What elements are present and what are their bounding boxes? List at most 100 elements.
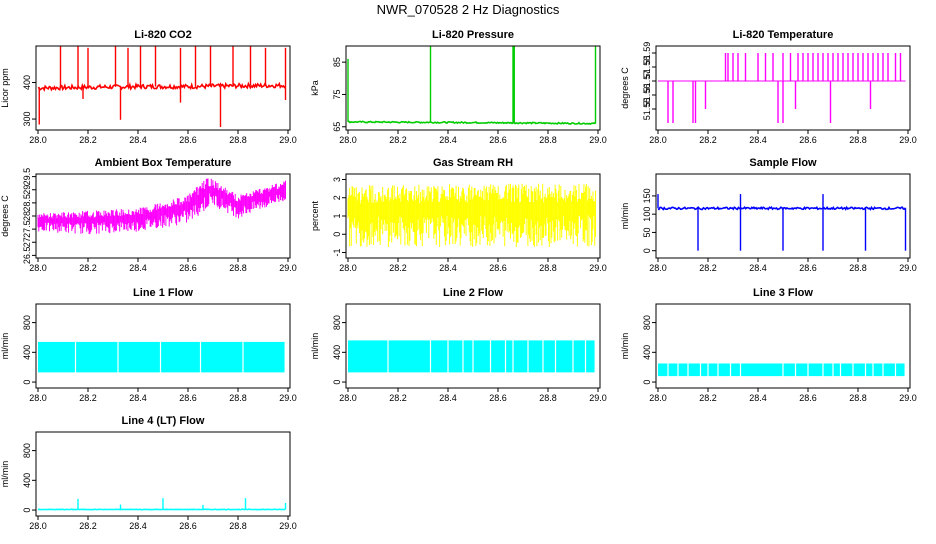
x-tick-label: 28.2 xyxy=(389,393,407,403)
panel-line2-flow: Line 2 Flow ml/min 28.0 28.2 28.4 28.6 28.8 29.… xyxy=(310,287,607,403)
y-tick-label: 65 xyxy=(332,122,342,132)
panel-ambient-box-temperature: Ambient Box Temperature degrees C 28.0 28.2… xyxy=(0,157,297,273)
x-tick-label: 29.0 xyxy=(589,135,607,145)
x-tick-label: 28.6 xyxy=(179,263,197,273)
x-tick-label: 28.8 xyxy=(849,263,867,273)
y-axis-label: percent xyxy=(310,200,320,231)
x-tick-label: 28.6 xyxy=(799,263,817,273)
panel-gas-stream-rh: Gas Stream RH percent 28.0 28.2 28.4 28.6 28.8… xyxy=(310,157,607,273)
y-tick-label: 27 xyxy=(22,237,32,247)
x-tick-label: 29.0 xyxy=(899,263,917,273)
panel-title: Li-820 Pressure xyxy=(432,29,514,41)
panel-title: Sample Flow xyxy=(749,157,817,169)
x-tick-label: 28.0 xyxy=(339,135,357,145)
data-series xyxy=(37,178,286,235)
figure-title: NWR_070528 2 Hz Diagnostics xyxy=(376,2,560,17)
y-axis-label: ml/min xyxy=(620,203,630,230)
panel-line4-flow: Line 4 (LT) Flow ml/min 28.0 28.2 28.4 28.6 28… xyxy=(0,415,297,531)
panel-title: Line 2 Flow xyxy=(443,287,503,299)
x-tick-label: 28.0 xyxy=(339,263,357,273)
y-tick-label: 0 xyxy=(642,380,652,385)
panel-title: Line 1 Flow xyxy=(133,287,193,299)
data-series xyxy=(37,498,287,511)
y-tick-label: 2 xyxy=(332,195,342,200)
x-tick-label: 28.4 xyxy=(749,135,767,145)
x-tick-label: 28.4 xyxy=(749,393,767,403)
y-tick-label: 1 xyxy=(332,213,342,218)
data-series xyxy=(657,194,907,251)
panel-li820-co2: Li-820 CO2 Licor ppm 28.0 28.2 28.4 28.6 28.8 2… xyxy=(0,29,297,145)
y-tick-label: 29.5 xyxy=(22,168,32,186)
data-series xyxy=(38,340,285,374)
series-line xyxy=(37,81,286,92)
plot-frame xyxy=(655,173,911,259)
y-tick-label: 85 xyxy=(332,57,342,67)
y-tick-label: 51.56 xyxy=(642,84,652,107)
x-tick-label: 28.2 xyxy=(699,263,717,273)
panel-title: Line 3 Flow xyxy=(753,287,813,299)
panel-sample-flow: Sample Flow ml/min 28.0 28.2 28.4 28.6 28.8 29.… xyxy=(620,157,917,273)
series-line xyxy=(347,120,597,126)
x-tick-label: 28.8 xyxy=(849,135,867,145)
panel-title: Ambient Box Temperature xyxy=(95,157,232,169)
series-line xyxy=(657,205,907,211)
x-tick-label: 28.0 xyxy=(649,393,667,403)
y-tick-label: 800 xyxy=(642,315,652,330)
x-tick-label: 28.2 xyxy=(79,135,97,145)
y-tick-label: 800 xyxy=(22,443,32,458)
panel-title: Line 4 (LT) Flow xyxy=(122,415,205,427)
x-tick-label: 29.0 xyxy=(279,263,297,273)
y-tick-label: 50 xyxy=(642,227,652,237)
x-tick-label: 28.2 xyxy=(389,263,407,273)
x-tick-label: 29.0 xyxy=(279,393,297,403)
y-tick-label: 51.55 xyxy=(642,98,652,121)
plot-frame xyxy=(35,431,291,517)
y-tick-label: -1 xyxy=(332,249,342,257)
y-axis-label: degrees C xyxy=(620,67,630,109)
x-tick-label: 28.2 xyxy=(699,135,717,145)
y-tick-label: 0 xyxy=(22,380,32,385)
y-tick-label: 51.58 xyxy=(642,56,652,79)
x-tick-label: 28.0 xyxy=(649,135,667,145)
plot-frame xyxy=(655,303,911,389)
x-tick-label: 28.2 xyxy=(79,521,97,531)
panel-line3-flow: Line 3 Flow ml/min 28.0 28.2 28.4 28.6 28.8 29.… xyxy=(620,287,917,403)
data-series xyxy=(658,53,906,123)
x-tick-label: 29.0 xyxy=(899,135,917,145)
y-axis-label: Licor ppm xyxy=(0,68,10,108)
data-series xyxy=(658,362,905,378)
y-tick-label: 400 xyxy=(22,345,32,360)
x-tick-label: 28.8 xyxy=(229,263,247,273)
x-tick-label: 28.0 xyxy=(29,135,47,145)
x-tick-label: 28.8 xyxy=(539,263,557,273)
x-tick-label: 29.0 xyxy=(899,393,917,403)
plot-frame xyxy=(345,45,601,131)
x-tick-label: 28.2 xyxy=(79,393,97,403)
x-tick-label: 28.8 xyxy=(539,135,557,145)
y-tick-label: 0 xyxy=(332,232,342,237)
series-line xyxy=(37,508,286,511)
data-series xyxy=(347,46,597,126)
x-tick-label: 28.4 xyxy=(439,393,457,403)
x-tick-label: 28.8 xyxy=(229,393,247,403)
y-tick-label: 400 xyxy=(642,345,652,360)
panel-li820-temperature: Li-820 Temperature degrees C 28.0 28.2 28.4 2… xyxy=(620,29,917,145)
x-tick-label: 28.0 xyxy=(29,393,47,403)
x-tick-label: 28.6 xyxy=(489,263,507,273)
plot-frame xyxy=(35,45,291,131)
x-tick-label: 28.4 xyxy=(129,521,147,531)
flow-band xyxy=(658,363,905,377)
x-tick-label: 28.4 xyxy=(439,135,457,145)
data-series xyxy=(347,183,596,247)
y-tick-label: 29 xyxy=(22,185,32,195)
x-tick-label: 28.6 xyxy=(489,393,507,403)
x-tick-label: 29.0 xyxy=(279,135,297,145)
panel-title: Li-820 CO2 xyxy=(134,29,191,41)
panel-title: Li-820 Temperature xyxy=(733,29,834,41)
x-tick-label: 28.4 xyxy=(439,263,457,273)
x-tick-label: 28.8 xyxy=(539,393,557,403)
y-axis-label: kPa xyxy=(310,80,320,96)
flow-band xyxy=(348,340,595,373)
x-tick-label: 28.2 xyxy=(79,263,97,273)
y-axis-label: ml/min xyxy=(310,333,320,360)
